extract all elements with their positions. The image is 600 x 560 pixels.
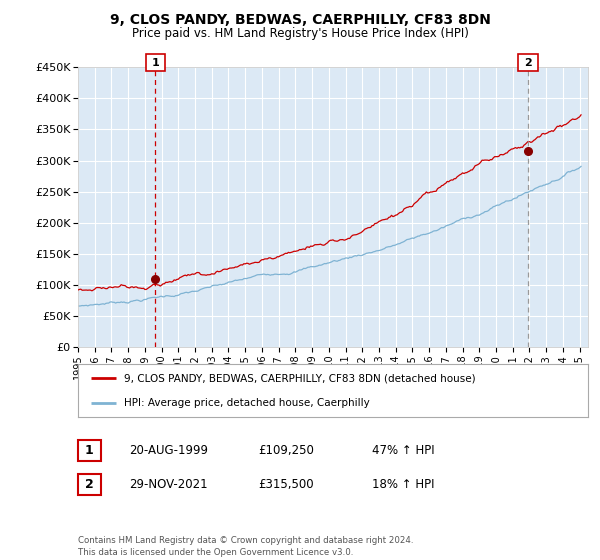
Text: Contains HM Land Registry data © Crown copyright and database right 2024.
This d: Contains HM Land Registry data © Crown c…: [78, 536, 413, 557]
Text: 20-AUG-1999: 20-AUG-1999: [129, 444, 208, 458]
Text: 18% ↑ HPI: 18% ↑ HPI: [372, 478, 434, 491]
Text: Price paid vs. HM Land Registry's House Price Index (HPI): Price paid vs. HM Land Registry's House …: [131, 27, 469, 40]
Text: 2: 2: [85, 478, 94, 491]
Text: HPI: Average price, detached house, Caerphilly: HPI: Average price, detached house, Caer…: [124, 398, 370, 408]
Text: 29-NOV-2021: 29-NOV-2021: [129, 478, 208, 491]
Text: £315,500: £315,500: [258, 478, 314, 491]
Text: 1: 1: [152, 58, 159, 68]
Text: 9, CLOS PANDY, BEDWAS, CAERPHILLY, CF83 8DN: 9, CLOS PANDY, BEDWAS, CAERPHILLY, CF83 …: [110, 13, 490, 27]
Text: £109,250: £109,250: [258, 444, 314, 458]
Text: 9, CLOS PANDY, BEDWAS, CAERPHILLY, CF83 8DN (detached house): 9, CLOS PANDY, BEDWAS, CAERPHILLY, CF83 …: [124, 374, 476, 384]
Text: 2: 2: [524, 58, 532, 68]
Text: 1: 1: [85, 444, 94, 458]
Text: 47% ↑ HPI: 47% ↑ HPI: [372, 444, 434, 458]
